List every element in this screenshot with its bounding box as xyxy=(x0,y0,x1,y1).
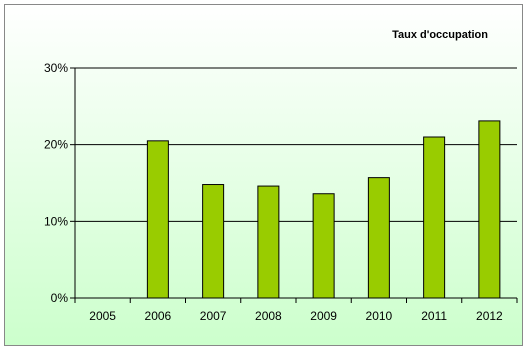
bar-2012 xyxy=(478,120,501,299)
chart-title: Taux d'occupation xyxy=(392,29,488,41)
bar-2006 xyxy=(146,140,169,299)
bar-2009 xyxy=(312,193,335,299)
y-tick-label: 0% xyxy=(51,291,69,305)
x-tick-label: 2006 xyxy=(145,309,172,323)
bar-2008 xyxy=(257,185,280,299)
x-tick-label: 2010 xyxy=(366,309,393,323)
y-tick-label: 20% xyxy=(44,138,68,152)
bar-chart: Taux d'occupation 0% 10% 20% 30% 2005 2006 200… xyxy=(4,4,523,346)
y-tick-label: 10% xyxy=(44,214,68,228)
x-tick-label: 2005 xyxy=(89,309,116,323)
bar-2011 xyxy=(423,136,446,299)
x-tick-label: 2011 xyxy=(421,309,447,323)
x-tick-label: 2012 xyxy=(476,309,503,323)
x-tick-label: 2009 xyxy=(310,309,337,323)
bar-2010 xyxy=(367,177,390,299)
bar-2007 xyxy=(202,184,225,299)
x-tick-label: 2008 xyxy=(255,309,282,323)
y-tick-label: 30% xyxy=(44,61,68,75)
plot-area: 0% 10% 20% 30% 2005 2006 2007 2008 2009 2010 2011 2… xyxy=(44,61,518,323)
x-tick-label: 2007 xyxy=(200,309,227,323)
